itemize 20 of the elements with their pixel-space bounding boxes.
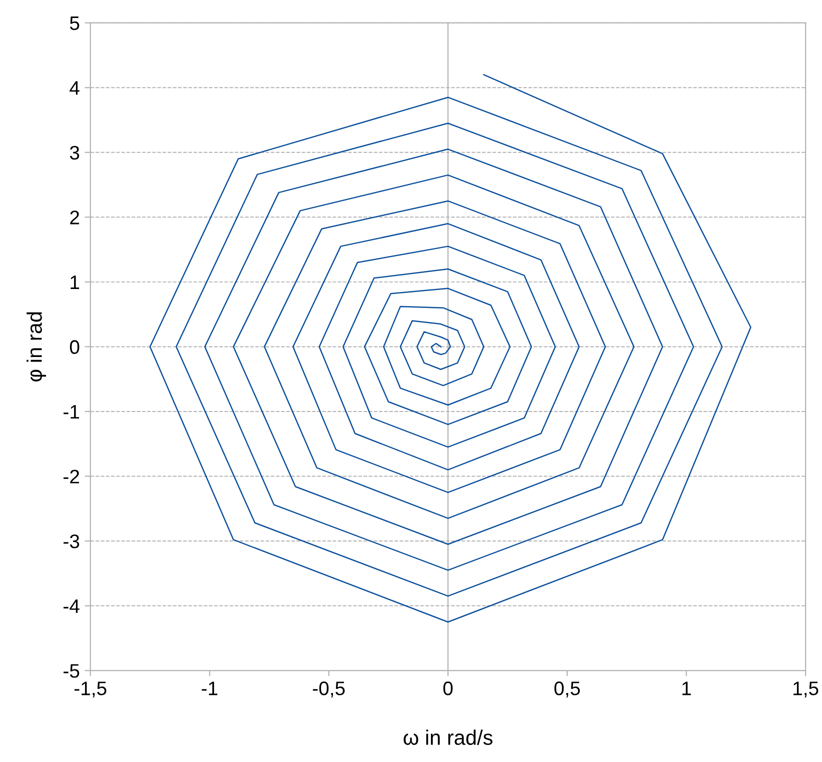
x-tick-label: 0,5 — [554, 681, 580, 698]
x-tick-label: 0 — [443, 681, 453, 696]
y-tick-label: 5 — [70, 16, 80, 30]
x-tick-label: 1,5 — [794, 682, 818, 698]
x-tick-label: 1 — [682, 682, 691, 696]
y-tick-label: -2 — [64, 470, 80, 484]
x-tick-label: -1,5 — [74, 682, 106, 698]
x-axis-title: ω in rad/s — [404, 730, 492, 745]
y-axis-title: φ in rad — [26, 312, 46, 382]
y-tick-label: -3 — [64, 534, 80, 548]
x-tick-label: -1 — [202, 682, 218, 696]
y-tick-label: 0 — [70, 340, 80, 354]
y-tick-label: 1 — [70, 276, 80, 289]
y-tick-label: -5 — [64, 664, 80, 678]
y-tick-label: 3 — [70, 146, 80, 160]
y-tick-label: 4 — [70, 81, 80, 95]
y-tick-label: -4 — [64, 599, 80, 613]
x-tick-label: -0,5 — [312, 681, 345, 698]
y-tick-label: 2 — [70, 210, 80, 224]
y-tick-label: -1 — [64, 405, 80, 419]
